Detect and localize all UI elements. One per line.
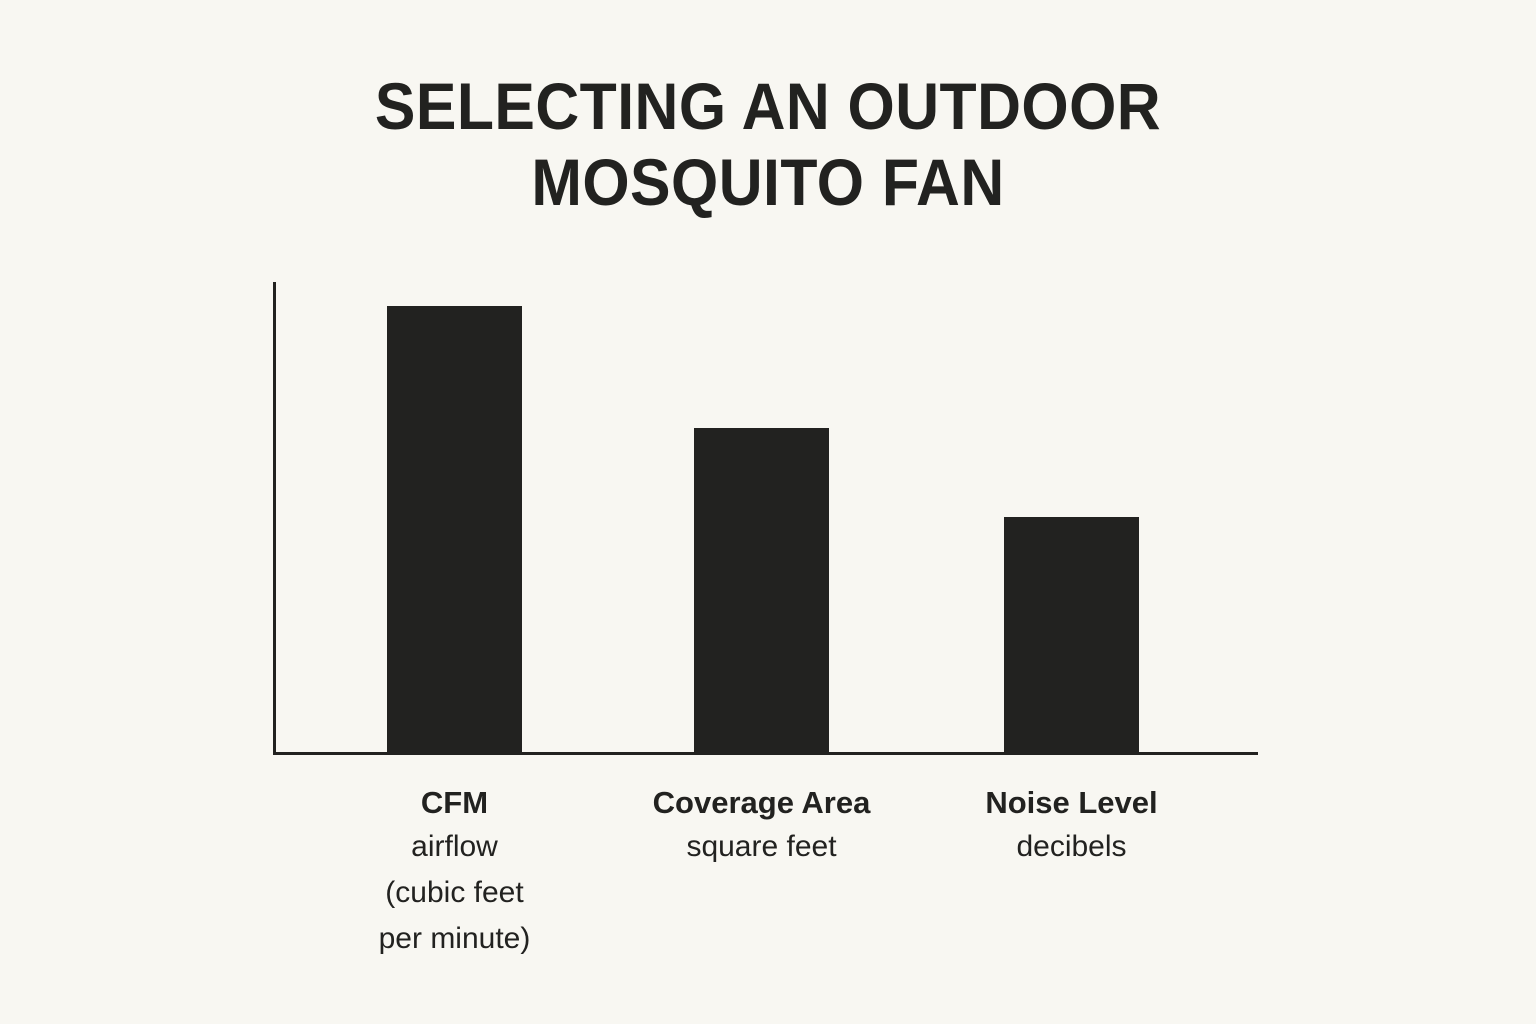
title-line-2: MOSQUITO FAN <box>531 145 1005 219</box>
page-title: SELECTING AN OUTDOOR MOSQUITO FAN <box>0 68 1536 220</box>
category-labels: CFM airflow (cubic feet per minute) Cove… <box>273 782 1258 1012</box>
bar-cfm <box>387 305 522 752</box>
category-label-cfm-name: CFM <box>420 785 489 820</box>
bar-coverage-area <box>694 427 829 752</box>
bar-noise-level <box>1004 517 1139 752</box>
category-label-noise-level-name: Noise Level <box>985 785 1158 820</box>
category-label-coverage-area-name: Coverage Area <box>652 785 871 820</box>
category-label-cfm-sub-3: per minute) <box>378 922 531 955</box>
bar-chart <box>273 282 1258 755</box>
category-label-coverage-area: Coverage Area square feet <box>632 782 892 870</box>
category-label-cfm-sub-2: (cubic feet <box>385 876 524 909</box>
category-label-noise-level-sub-1: decibels <box>1016 830 1127 863</box>
x-axis-line <box>273 752 1258 755</box>
category-label-coverage-area-sub-1: square feet <box>686 830 837 863</box>
title-line-1: SELECTING AN OUTDOOR <box>374 69 1162 143</box>
category-label-cfm-sub-1: airflow <box>411 830 498 863</box>
y-axis-line <box>273 282 276 752</box>
category-label-noise-level: Noise Level decibels <box>942 782 1202 870</box>
category-label-cfm: CFM airflow (cubic feet per minute) <box>325 782 585 962</box>
